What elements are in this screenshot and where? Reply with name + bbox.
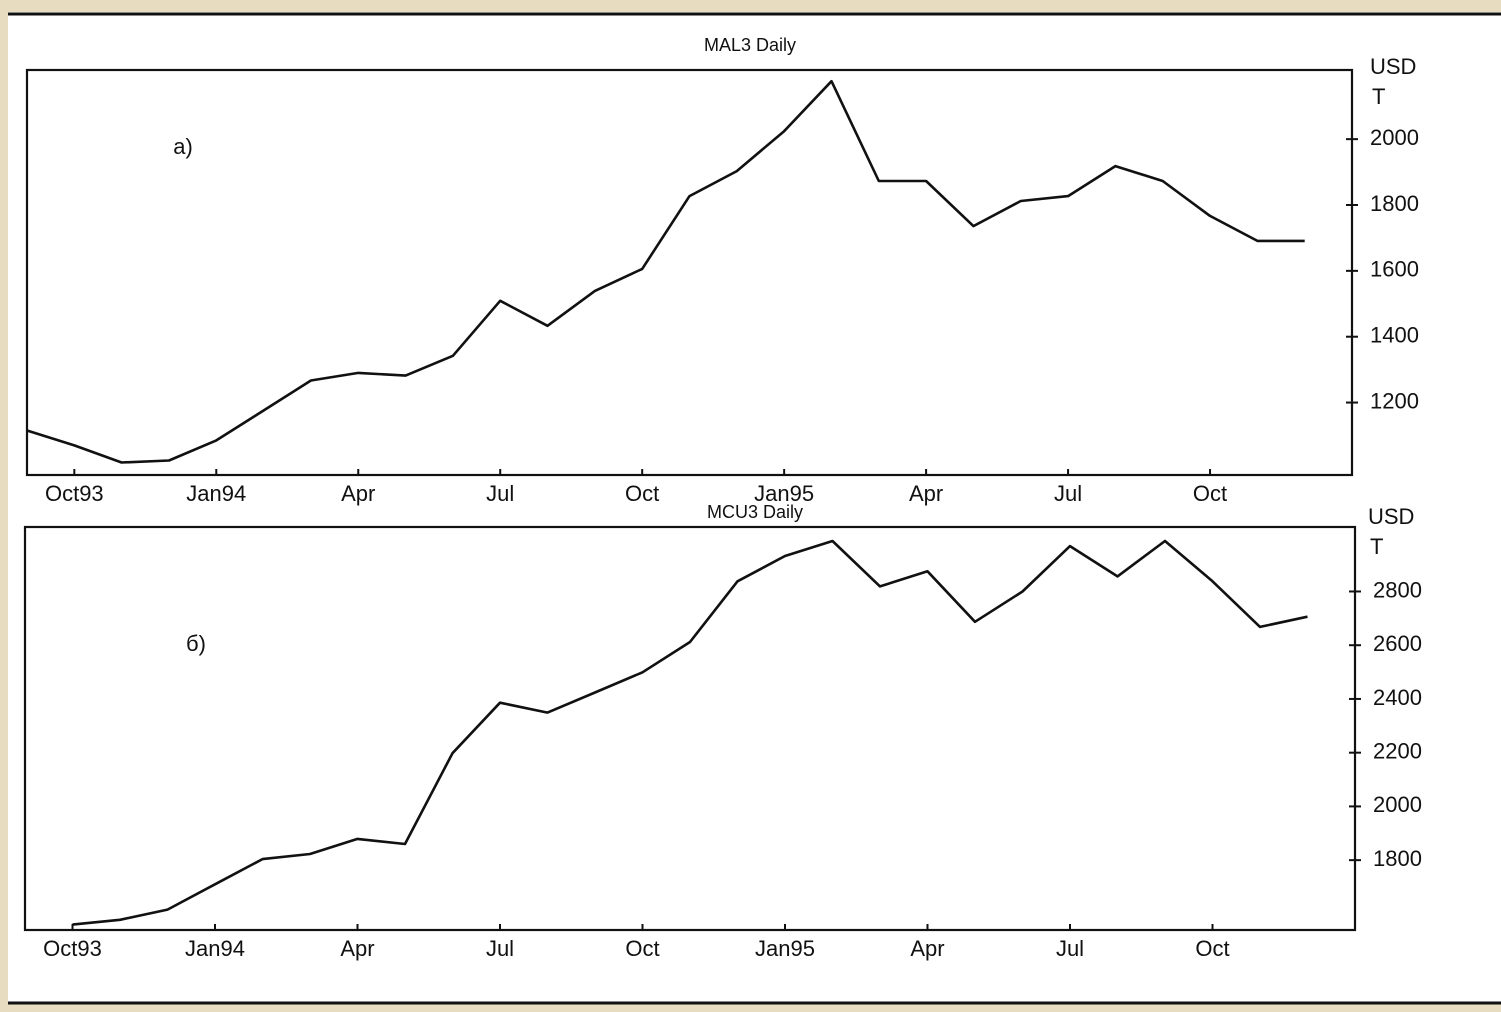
x-tick-label: Jan94 xyxy=(186,481,246,506)
y-tick-label: 2000 xyxy=(1373,792,1422,817)
x-tick-label: Jul xyxy=(486,936,514,961)
y-axis-label: USD xyxy=(1370,54,1416,79)
x-tick-label: Apr xyxy=(340,936,374,961)
y-tick-label: 2800 xyxy=(1373,577,1422,602)
y-axis-label: USD xyxy=(1368,504,1414,529)
x-tick-label: Jan94 xyxy=(185,936,245,961)
chart-title: MAL3 Daily xyxy=(704,35,796,55)
y-tick-label: 2400 xyxy=(1373,685,1422,710)
paper xyxy=(8,12,1501,1004)
y-tick-label: 1800 xyxy=(1373,846,1422,871)
x-tick-label: Apr xyxy=(910,936,944,961)
x-tick-label: Apr xyxy=(341,481,375,506)
y-tick-label: 2200 xyxy=(1373,738,1422,763)
data-line xyxy=(72,539,1308,926)
plot-frame xyxy=(25,68,1354,477)
x-tick-label: Oct93 xyxy=(43,936,102,961)
x-tick-label: Apr xyxy=(909,481,943,506)
y-tick-label: 1600 xyxy=(1370,257,1419,282)
y-tick-label: 1800 xyxy=(1370,191,1419,216)
x-tick-label: Oct xyxy=(1193,481,1227,506)
y-axis-label: T xyxy=(1372,84,1385,109)
x-tick-label: Oct xyxy=(1195,936,1229,961)
plot-frame xyxy=(23,525,1357,932)
y-axis-label: T xyxy=(1370,534,1383,559)
annotation: б) xyxy=(186,631,206,656)
x-tick-label: Oct xyxy=(625,481,659,506)
y-tick-label: 1400 xyxy=(1370,323,1419,348)
data-line xyxy=(26,79,1305,464)
y-tick-label: 2000 xyxy=(1370,125,1419,150)
y-tick-label: 1200 xyxy=(1370,388,1419,413)
x-tick-label: Jul xyxy=(1056,936,1084,961)
x-tick-label: Oct93 xyxy=(45,481,104,506)
chart-title: MCU3 Daily xyxy=(707,502,803,522)
y-tick-label: 2600 xyxy=(1373,631,1422,656)
annotation: a) xyxy=(173,134,193,159)
x-tick-label: Jan95 xyxy=(754,481,814,506)
x-tick-label: Jul xyxy=(1054,481,1082,506)
x-tick-label: Oct xyxy=(625,936,659,961)
x-tick-label: Jan95 xyxy=(755,936,815,961)
x-tick-label: Jul xyxy=(486,481,514,506)
